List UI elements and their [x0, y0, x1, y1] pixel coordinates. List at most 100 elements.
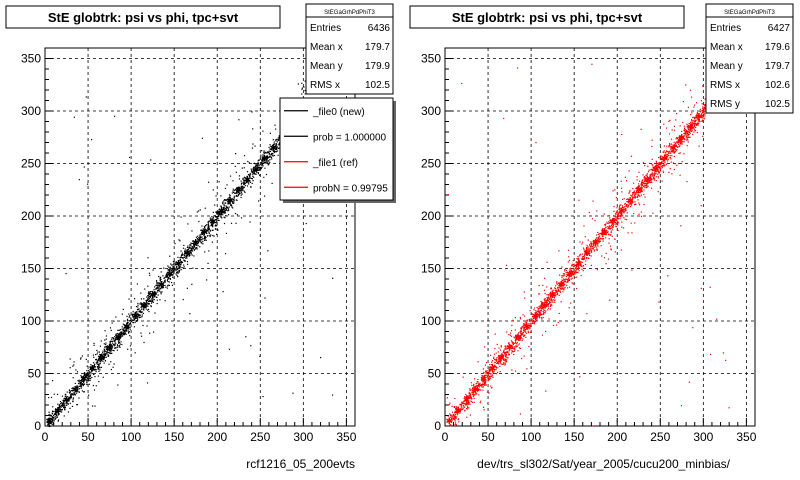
scatter-point [552, 295, 554, 297]
scatter-point [260, 164, 262, 166]
scatter-point [496, 361, 499, 364]
scatter-point [140, 302, 142, 304]
scatter-point [585, 249, 588, 251]
scatter-point [48, 422, 50, 424]
scatter-point [642, 174, 644, 176]
scatter-point [471, 401, 474, 403]
scatter-point [211, 216, 213, 218]
y-tick-label: 0 [34, 419, 41, 433]
scatter-point [51, 415, 53, 418]
scatter-point [211, 219, 213, 222]
scatter-point [621, 212, 623, 215]
scatter-point [551, 291, 553, 294]
scatter-point [202, 240, 204, 242]
scatter-point [454, 417, 456, 419]
scatter-point [68, 390, 71, 392]
stats-value: 179.9 [365, 61, 390, 72]
scatter-point [232, 191, 235, 193]
scatter-point [48, 414, 51, 417]
scatter-point [104, 350, 107, 352]
scatter-point [491, 375, 493, 377]
scatter-point [452, 414, 454, 416]
scatter-point [166, 285, 169, 287]
scatter-point [693, 125, 696, 128]
scatter-point [116, 344, 119, 346]
scatter-point [548, 302, 551, 304]
scatter-point [648, 181, 650, 183]
scatter-point [693, 123, 696, 125]
scatter-point [477, 381, 479, 383]
scatter-point [118, 345, 120, 347]
scatter-point [609, 225, 611, 228]
scatter-point [601, 238, 603, 240]
scatter-point [561, 287, 563, 290]
scatter-point [53, 416, 55, 418]
scatter-point [85, 373, 87, 376]
scatter-point [214, 219, 217, 221]
scatter-point [680, 138, 682, 140]
scatter-point [153, 286, 156, 288]
scatter-point [528, 324, 531, 327]
scatter-point [182, 257, 184, 259]
scatter-point [550, 287, 552, 289]
scatter-point [608, 225, 611, 227]
scatter-point [236, 189, 238, 191]
scatter-point [208, 232, 210, 235]
scatter-point [100, 353, 103, 355]
scatter-point [111, 347, 113, 349]
scatter-point [581, 243, 583, 245]
scatter-point [701, 109, 703, 112]
scatter-point [190, 247, 192, 249]
scatter-point [630, 222, 632, 224]
scatter-point [505, 354, 507, 357]
scatter-point [231, 202, 234, 204]
scatter-point [84, 374, 86, 377]
scatter-point [462, 408, 464, 411]
scatter-point [140, 311, 142, 314]
scatter-point [109, 343, 111, 345]
scatter-point [94, 363, 96, 365]
scatter-point [547, 309, 549, 311]
scatter-point [226, 206, 229, 208]
scatter-point [249, 221, 251, 223]
scatter-point [179, 267, 181, 269]
scatter-point [250, 168, 252, 170]
scatter-point [508, 349, 511, 351]
scatter-point [215, 228, 217, 231]
scatter-point [261, 159, 263, 161]
scatter-point [505, 361, 507, 363]
scatter-point [256, 169, 258, 172]
scatter-point [455, 411, 457, 413]
scatter-point [263, 151, 265, 153]
scatter-point [199, 234, 201, 236]
scatter-point [190, 250, 192, 252]
scatter-point [165, 276, 168, 278]
scatter-point [62, 400, 64, 402]
scatter-point [169, 278, 171, 280]
scatter-point [301, 93, 303, 95]
scatter-point [154, 293, 157, 295]
scatter-point [68, 398, 70, 400]
scatter-point [602, 238, 604, 240]
scatter-point [186, 246, 189, 249]
scatter-point [60, 411, 63, 413]
scatter-point [55, 414, 57, 417]
scatter-point [552, 289, 554, 291]
scatter-point [61, 403, 64, 405]
scatter-point [617, 216, 619, 218]
scatter-point [613, 210, 615, 212]
scatter-point [693, 118, 696, 120]
scatter-point [109, 345, 111, 347]
scatter-point [553, 292, 555, 294]
scatter-point [121, 332, 124, 334]
scatter-point [509, 332, 512, 334]
scatter-point [699, 116, 701, 118]
scatter-point [488, 375, 490, 378]
scatter-point [593, 240, 596, 242]
scatter-point [239, 186, 241, 189]
scatter-point [258, 164, 260, 166]
scatter-point [233, 198, 235, 200]
scatter-point [557, 293, 559, 295]
scatter-point [674, 150, 676, 152]
scatter-point [704, 98, 706, 100]
